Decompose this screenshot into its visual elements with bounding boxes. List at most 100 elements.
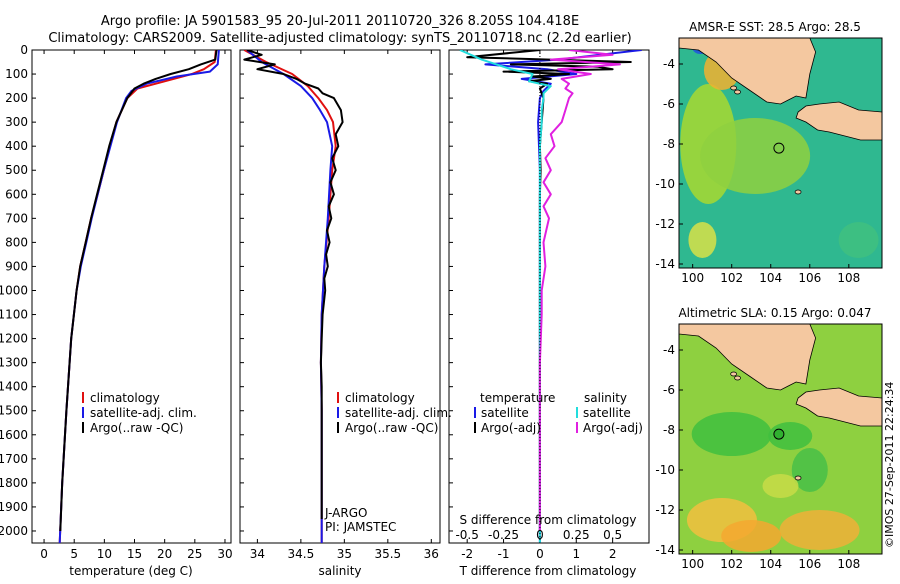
salinity-annotation-pi: PI: JAMSTEC — [325, 520, 396, 534]
difference-s-ticklabels: -0.5 -0.25 0 0.25 0.5 — [455, 528, 622, 542]
salinity-legend-satellite: satellite-adj. clim. — [345, 406, 452, 420]
depth-tick-label: 1200 — [0, 332, 28, 346]
difference-s-tick-label: -0.5 — [455, 528, 478, 542]
sst-map-ytick-label: -8 — [663, 137, 675, 151]
salinity-xtick-label: 34 — [250, 547, 265, 561]
temperature-xtick-label: 5 — [70, 547, 78, 561]
sst-map-title: AMSR-E SST: 28.5 Argo: 28.5 — [689, 20, 861, 34]
sla-map-island — [734, 375, 741, 381]
temperature-plot-area — [58, 50, 220, 543]
sla-map-xtick-label: 100 — [681, 557, 704, 571]
temperature-xtick-label: 20 — [157, 547, 172, 561]
sst-map-area — [679, 38, 882, 268]
sla-map-anomaly-patch — [721, 520, 782, 552]
sla-map-anomaly-patch — [762, 474, 799, 498]
difference-legend-t-argo: Argo(-adj) — [481, 421, 541, 435]
difference-xtick-label: -2 — [461, 547, 473, 561]
figure-title-line1: Argo profile: JA 5901583_95 20-Jul-2011 … — [101, 14, 579, 29]
sla-map-xtick-label: 104 — [759, 557, 782, 571]
sla-map-ytick-label: -10 — [655, 463, 675, 477]
depth-tick-label: 1400 — [0, 380, 28, 394]
salinity-series-argo-raw-qc — [243, 50, 344, 519]
salinity-xlabel: salinity — [318, 564, 361, 578]
depth-tick-label: 1800 — [0, 476, 28, 490]
sst-map-ytick-label: -14 — [655, 257, 675, 271]
sst-map-xtick-label: 102 — [720, 271, 743, 285]
difference-legend-s-satellite: satellite — [583, 406, 631, 420]
difference-s-tick-label: 0 — [536, 528, 544, 542]
sst-map-xtick-label: 100 — [681, 271, 704, 285]
depth-tick-label: 100 — [5, 67, 28, 81]
sla-map-anomaly-patch — [791, 448, 828, 492]
sst-map-anomaly-patch — [688, 222, 717, 258]
difference-xtick-label: -1 — [498, 547, 510, 561]
temperature-legend: climatology satellite-adj. clim. Argo(..… — [82, 391, 197, 435]
depth-tick-label: 1600 — [0, 428, 28, 442]
temperature-legend-satellite: satellite-adj. clim. — [90, 406, 197, 420]
temperature-series-satellite-adj-clim — [58, 50, 220, 543]
depth-tick-label: 600 — [5, 187, 28, 201]
temperature-legend-argo: Argo(..raw -QC) — [90, 421, 183, 435]
depth-tick-label: 500 — [5, 163, 28, 177]
sla-map-area — [679, 324, 882, 554]
depth-tick-label: 400 — [5, 139, 28, 153]
salinity-legend-argo: Argo(..raw -QC) — [345, 421, 438, 435]
imos-credit: ©IMOS 27-Sep-2011 22:24:34 — [883, 382, 896, 548]
depth-tick-label: 900 — [5, 259, 28, 273]
temperature-series-climatology — [58, 50, 217, 543]
sla-map-ytick-label: -6 — [663, 383, 675, 397]
difference-panel-frame — [448, 49, 650, 544]
temperature-xtick-label: 25 — [187, 547, 202, 561]
depth-axis: 0 100 200 300 400 500 600 700 800 900 1000 1100 1200… — [0, 43, 453, 538]
sla-map-island — [794, 475, 802, 481]
sst-map-anomaly-patch — [700, 118, 811, 194]
salinity-series-satellite-adj-clim — [246, 50, 334, 543]
salinity-xtick-label: 36 — [424, 547, 439, 561]
sla-map-land-java — [795, 387, 882, 427]
temperature-xtick-label: 10 — [97, 547, 112, 561]
temperature-xtick-label: 30 — [217, 547, 232, 561]
difference-s-label: S difference from climatology — [460, 513, 637, 527]
sst-map-frame — [678, 37, 883, 269]
difference-s-tick-label: 0.5 — [603, 528, 622, 542]
sst-map-xtick-label: 104 — [759, 271, 782, 285]
sla-map-axes: 100 102 104 106 108 -4 -6 -8 -10 -12 -14 — [655, 343, 860, 571]
depth-tick-label: 1100 — [0, 308, 28, 322]
sla-map-title: Altimetric SLA: 0.15 Argo: 0.047 — [678, 306, 871, 320]
temperature-xtick-label: 0 — [40, 547, 48, 561]
difference-legend: temperature satellite Argo(-adj) salinit… — [474, 391, 643, 435]
sst-map-axes: 100 102 104 106 108 -4 -6 -8 -10 -12 -14 — [655, 57, 860, 285]
salinity-xtick-label: 35 — [337, 547, 352, 561]
sla-map-ytick-label: -8 — [663, 423, 675, 437]
sst-map-ytick-label: -4 — [663, 57, 675, 71]
sla-map-ytick-label: -4 — [663, 343, 675, 357]
difference-xtick-label: 0 — [536, 547, 544, 561]
difference-legend-t-satellite: satellite — [481, 406, 529, 420]
sla-map-island — [730, 371, 738, 377]
sst-map-ytick-label: -10 — [655, 177, 675, 191]
sst-map-ytick-label: -6 — [663, 97, 675, 111]
difference-xtick-label: 1 — [572, 547, 580, 561]
difference-series-salinity-satellite — [459, 50, 552, 543]
depth-tick-label: 700 — [5, 211, 28, 225]
depth-tick-label: 200 — [5, 91, 28, 105]
difference-s-tick-label: 0.25 — [563, 528, 590, 542]
salinity-annotation-jargo: J-ARGO — [324, 506, 367, 520]
difference-s-tick-label: -0.25 — [488, 528, 519, 542]
sla-map-frame — [678, 323, 883, 555]
sst-map-ytick-label: -12 — [655, 217, 675, 231]
depth-tick-label: 300 — [5, 115, 28, 129]
sst-map-island — [730, 85, 738, 91]
salinity-x-axis: 34 34.5 35 35.5 36 — [250, 50, 439, 561]
salinity-xtick-label: 34.5 — [288, 547, 315, 561]
depth-tick-label: 1900 — [0, 500, 28, 514]
temperature-x-axis: 0 5 10 15 20 25 30 — [40, 50, 233, 561]
difference-xtick-label: 2 — [609, 547, 617, 561]
difference-t-label: T difference from climatology — [459, 564, 637, 578]
sst-map-island — [734, 89, 741, 95]
sst-map-anomaly-patch — [838, 222, 879, 258]
difference-legend-temperature-title: temperature — [480, 391, 555, 405]
figure-title-line2: Climatology: CARS2009. Satellite-adjuste… — [48, 31, 631, 46]
